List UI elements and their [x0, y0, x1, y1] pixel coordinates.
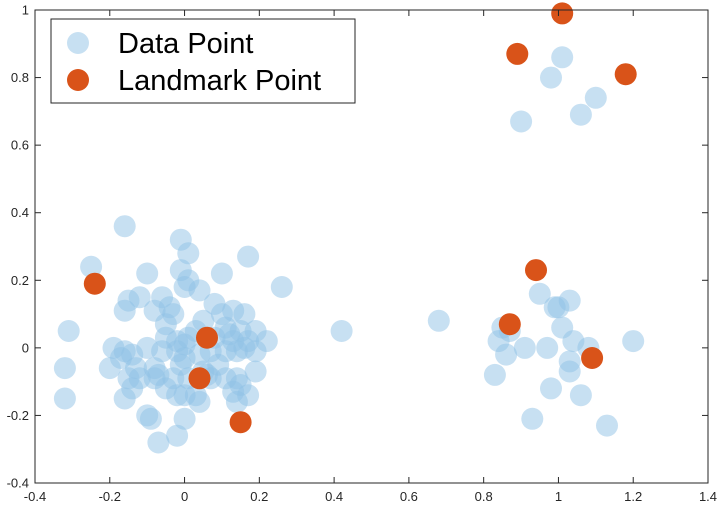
y-tick-label: 0.2 — [11, 273, 29, 288]
data-point-108 — [569, 384, 592, 407]
data-point-54 — [98, 357, 121, 380]
landmark-point-4 — [498, 313, 521, 336]
axes: -0.4 -0.2 0 0.2 0.4 0.6 0.8 1 1.2 1.4 -0.4 -0.2 0 0.2… — [7, 3, 717, 505]
data-point-86 — [166, 424, 189, 447]
x-tick-label: 0.4 — [325, 489, 343, 504]
data-point-78 — [53, 387, 76, 410]
legend-box — [50, 18, 356, 104]
data-point-8 — [210, 262, 233, 285]
data-point-7 — [177, 242, 200, 265]
data-point-89 — [427, 309, 450, 332]
data-point-109 — [521, 407, 544, 430]
data-point-52 — [244, 340, 267, 363]
landmark-point-7 — [506, 42, 529, 65]
landmark-point-1 — [196, 326, 218, 349]
legend-marker-landmark-point — [67, 69, 89, 91]
data-point-101 — [536, 336, 559, 359]
x-tick-label: -0.4 — [24, 489, 46, 504]
data-point-98 — [558, 289, 581, 312]
legend: Data Point Landmark Point — [50, 18, 356, 104]
x-tick-label: 0.2 — [250, 489, 268, 504]
x-tick-label: 1 — [555, 489, 562, 504]
data-point-106 — [483, 363, 506, 386]
x-tick-label: 1.4 — [699, 489, 717, 504]
data-point-111 — [510, 110, 533, 133]
x-tick-label: 1.2 — [624, 489, 642, 504]
data-point-18 — [177, 269, 200, 292]
x-tick-label: -0.2 — [99, 489, 121, 504]
y-tick-label: -0.4 — [7, 476, 29, 491]
data-point-84 — [139, 407, 162, 430]
data-point-4 — [270, 276, 293, 298]
y-tick-label: -0.2 — [7, 408, 29, 423]
y-tick-label: 0.6 — [11, 138, 29, 153]
y-tick-label: 1 — [22, 3, 29, 18]
data-point-2 — [80, 255, 103, 278]
y-tick-label: 0.4 — [11, 205, 29, 220]
landmark-point-5 — [525, 259, 547, 282]
data-point-107 — [540, 377, 562, 400]
landmark-point-8 — [551, 2, 574, 25]
data-point-113 — [551, 46, 574, 69]
landmark-point-2 — [188, 367, 211, 390]
landmark-point-3 — [229, 411, 252, 434]
y-tick-label: 0.8 — [11, 70, 29, 85]
y-tick-label: 0 — [22, 340, 29, 355]
x-tick-label: 0.6 — [400, 489, 418, 504]
data-point-88 — [330, 320, 353, 342]
data-point-60 — [244, 360, 267, 383]
data-point-115 — [584, 86, 607, 109]
data-point-21 — [233, 303, 256, 326]
data-point-94 — [513, 336, 536, 359]
data-point-105 — [622, 330, 645, 353]
landmark-point-6 — [581, 347, 604, 369]
landmark-point-0 — [83, 272, 106, 295]
data-point-95 — [528, 282, 551, 305]
data-point-5 — [136, 262, 159, 285]
data-point-82 — [225, 390, 248, 413]
data-point-112 — [540, 66, 562, 89]
data-point-87 — [147, 431, 170, 454]
data-point-10 — [128, 286, 151, 309]
data-point-3 — [237, 245, 260, 268]
data-point-24 — [57, 320, 80, 342]
legend-label-landmark-point: Landmark Point — [118, 65, 321, 97]
data-point-0 — [113, 215, 136, 238]
data-point-15 — [113, 299, 136, 322]
data-point-81 — [173, 384, 196, 407]
data-point-93 — [495, 343, 518, 366]
legend-label-data-point: Data Point — [118, 28, 253, 60]
x-tick-label: 0 — [181, 489, 188, 504]
data-point-79 — [113, 387, 136, 410]
data-point-110 — [596, 414, 618, 437]
data-marks — [53, 2, 645, 454]
data-point-114 — [569, 103, 592, 126]
landmark-point-9 — [614, 63, 637, 86]
x-tick-label: 0.8 — [475, 489, 493, 504]
data-point-103 — [558, 360, 581, 383]
axes-frame — [34, 9, 709, 484]
data-point-53 — [53, 357, 76, 380]
data-point-85 — [173, 407, 196, 430]
legend-marker-data-point — [67, 32, 89, 54]
